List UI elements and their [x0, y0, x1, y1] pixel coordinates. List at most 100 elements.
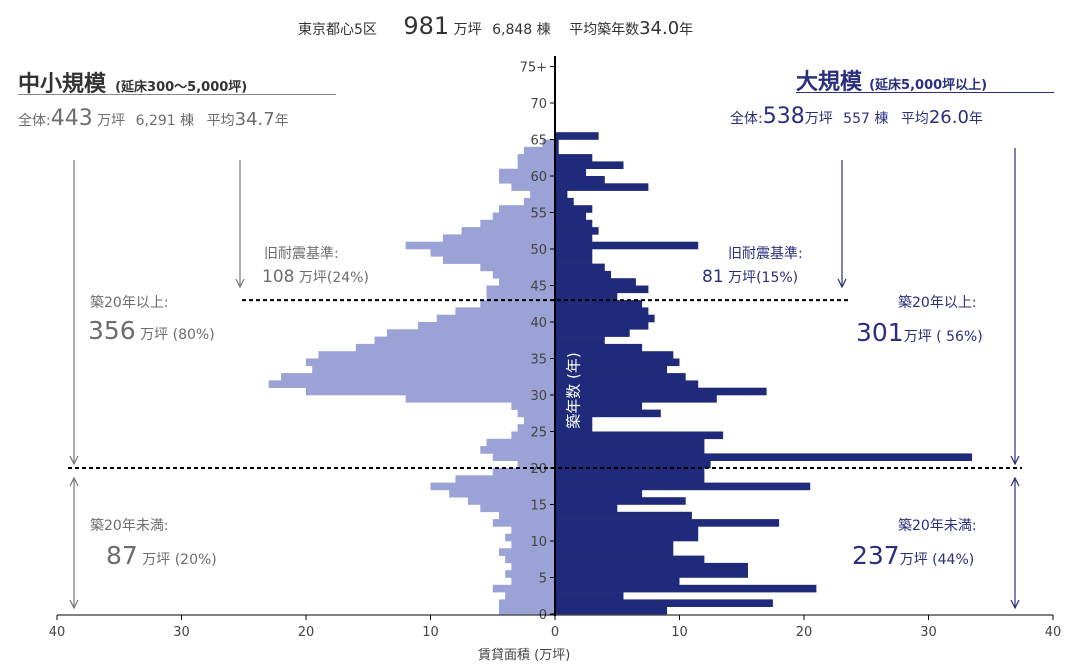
bar-small-age-8 — [499, 548, 555, 556]
right-avg-value: 26.0 — [928, 107, 969, 128]
y-tick-label: 25 — [530, 426, 547, 441]
bar-large-age-33 — [555, 365, 667, 374]
bar-large-age-27 — [555, 409, 661, 418]
bar-small-age-61 — [517, 161, 555, 169]
bar-large-age-11 — [555, 526, 699, 534]
bar-large-age-19 — [555, 468, 705, 476]
right-under20: 237万坪 (44%) — [852, 541, 974, 570]
bar-large-age-60 — [555, 168, 587, 177]
bar-small-age-21 — [492, 453, 556, 461]
bar-small-age-45 — [499, 278, 555, 286]
bar-large-age-46 — [555, 270, 611, 279]
y-tick-label: 55 — [530, 207, 547, 222]
bar-small-age-56 — [523, 197, 555, 206]
right-avg-label: 平均 — [900, 111, 929, 127]
bar-small-age-60 — [499, 168, 555, 177]
y-tick-label: 65 — [530, 134, 547, 149]
bar-large-age-2 — [555, 592, 624, 600]
arrow-right-under20-tail — [1010, 476, 1020, 487]
bar-small-age-48 — [442, 256, 555, 264]
bar-large-age-10 — [555, 533, 699, 542]
right-over20-value: 301 — [856, 318, 904, 347]
header-unit-buildings: 棟 — [536, 22, 551, 38]
bar-large-age-31 — [555, 380, 699, 388]
bar-small-age-18 — [455, 475, 555, 483]
bar-large-age-36 — [555, 343, 643, 352]
bar-small-age-57 — [530, 190, 555, 199]
bar-large-age-64 — [555, 139, 559, 148]
bar-large-age-32 — [555, 373, 686, 381]
y-tick-label: 35 — [530, 353, 547, 368]
bar-small-age-24 — [511, 431, 555, 440]
header-total-buildings: 6,848 — [492, 22, 533, 38]
left-avg-unit: 年 — [274, 113, 289, 129]
bar-small-age-29 — [405, 395, 555, 403]
header-unit-area: 万坪 — [453, 22, 482, 38]
bar-small-age-20 — [517, 460, 555, 469]
bar-large-age-5 — [555, 570, 748, 578]
left-old-quake-value: 108 — [262, 267, 295, 287]
bar-small-age-13 — [499, 511, 555, 520]
bar-large-age-65 — [555, 132, 599, 140]
x-axis-label: 賃貸面積 (万坪) — [478, 648, 571, 663]
header-avg-label: 平均築年数 — [569, 22, 640, 38]
bar-small-age-0 — [499, 606, 555, 615]
bar-small-age-27 — [517, 409, 555, 418]
left-subtitle: (延床300～5,000坪) — [115, 80, 248, 95]
left-total: 全体:443 万坪 6,291 棟 平均34.7年 — [18, 106, 289, 131]
bar-small-age-54 — [492, 212, 556, 221]
right-over20-label: 築20年以上: — [898, 295, 977, 311]
x-tick-label: 0 — [551, 625, 559, 640]
bar-small-age-28 — [511, 402, 555, 410]
bar-large-age-34 — [555, 358, 680, 367]
bar-small-age-1 — [499, 599, 555, 607]
bar-small-age-16 — [449, 489, 555, 498]
bar-large-age-62 — [555, 154, 593, 162]
bar-large-age-58 — [555, 183, 649, 191]
right-old-quake-unit: 万坪(15%) — [728, 270, 799, 286]
bar-large-age-35 — [555, 351, 674, 359]
bar-small-age-35 — [318, 351, 555, 359]
right-under20-label: 築20年未満: — [898, 518, 977, 534]
bar-large-age-23 — [555, 438, 705, 447]
bar-small-age-39 — [418, 322, 555, 330]
right-total-area: 538 — [762, 104, 805, 129]
bar-small-age-42 — [480, 300, 555, 308]
left-under20-value: 87 — [106, 541, 138, 570]
bar-small-age-7 — [505, 555, 555, 564]
right-subtitle: (延床5,000坪以上) — [869, 78, 988, 93]
bar-small-age-11 — [511, 526, 555, 534]
header-avg-unit: 年 — [679, 22, 694, 38]
bar-small-age-19 — [492, 468, 556, 476]
reference-lines — [68, 299, 1022, 469]
right-total-prefix: 全体: — [730, 111, 763, 127]
bar-large-age-29 — [555, 395, 717, 403]
x-tick-label: 30 — [920, 625, 937, 640]
bar-large-age-18 — [555, 475, 705, 483]
left-total-area: 443 — [50, 106, 93, 131]
bar-large-age-55 — [555, 205, 593, 213]
arrow-left-old-quake-head — [235, 278, 245, 289]
bar-small-age-12 — [492, 519, 556, 527]
bar-large-age-17 — [555, 482, 811, 491]
left-old-quake: 108 万坪(24%) — [262, 267, 369, 287]
bar-large-age-48 — [555, 256, 593, 264]
bar-small-age-17 — [430, 482, 555, 491]
y-tick-label: 50 — [530, 243, 547, 258]
left-total-prefix: 全体: — [18, 113, 51, 129]
left-avg-value: 34.7 — [234, 109, 275, 130]
bar-small-age-58 — [511, 183, 555, 191]
bar-large-age-57 — [555, 190, 568, 199]
bar-small-age-14 — [480, 504, 555, 513]
right-under20-unit: 万坪 (44%) — [899, 552, 975, 568]
right-over20-unit: 万坪 ( 56%) — [903, 329, 983, 345]
right-unit-area: 万坪 — [804, 111, 833, 127]
arrow-right-over20-head — [1010, 455, 1020, 466]
bar-large-age-20 — [555, 460, 711, 469]
bar-small-age-47 — [480, 263, 555, 272]
y-tick-label: 70 — [530, 97, 547, 112]
bar-small-age-51 — [442, 234, 555, 242]
bar-small-age-32 — [281, 373, 555, 381]
bar-large-age-45 — [555, 278, 636, 286]
